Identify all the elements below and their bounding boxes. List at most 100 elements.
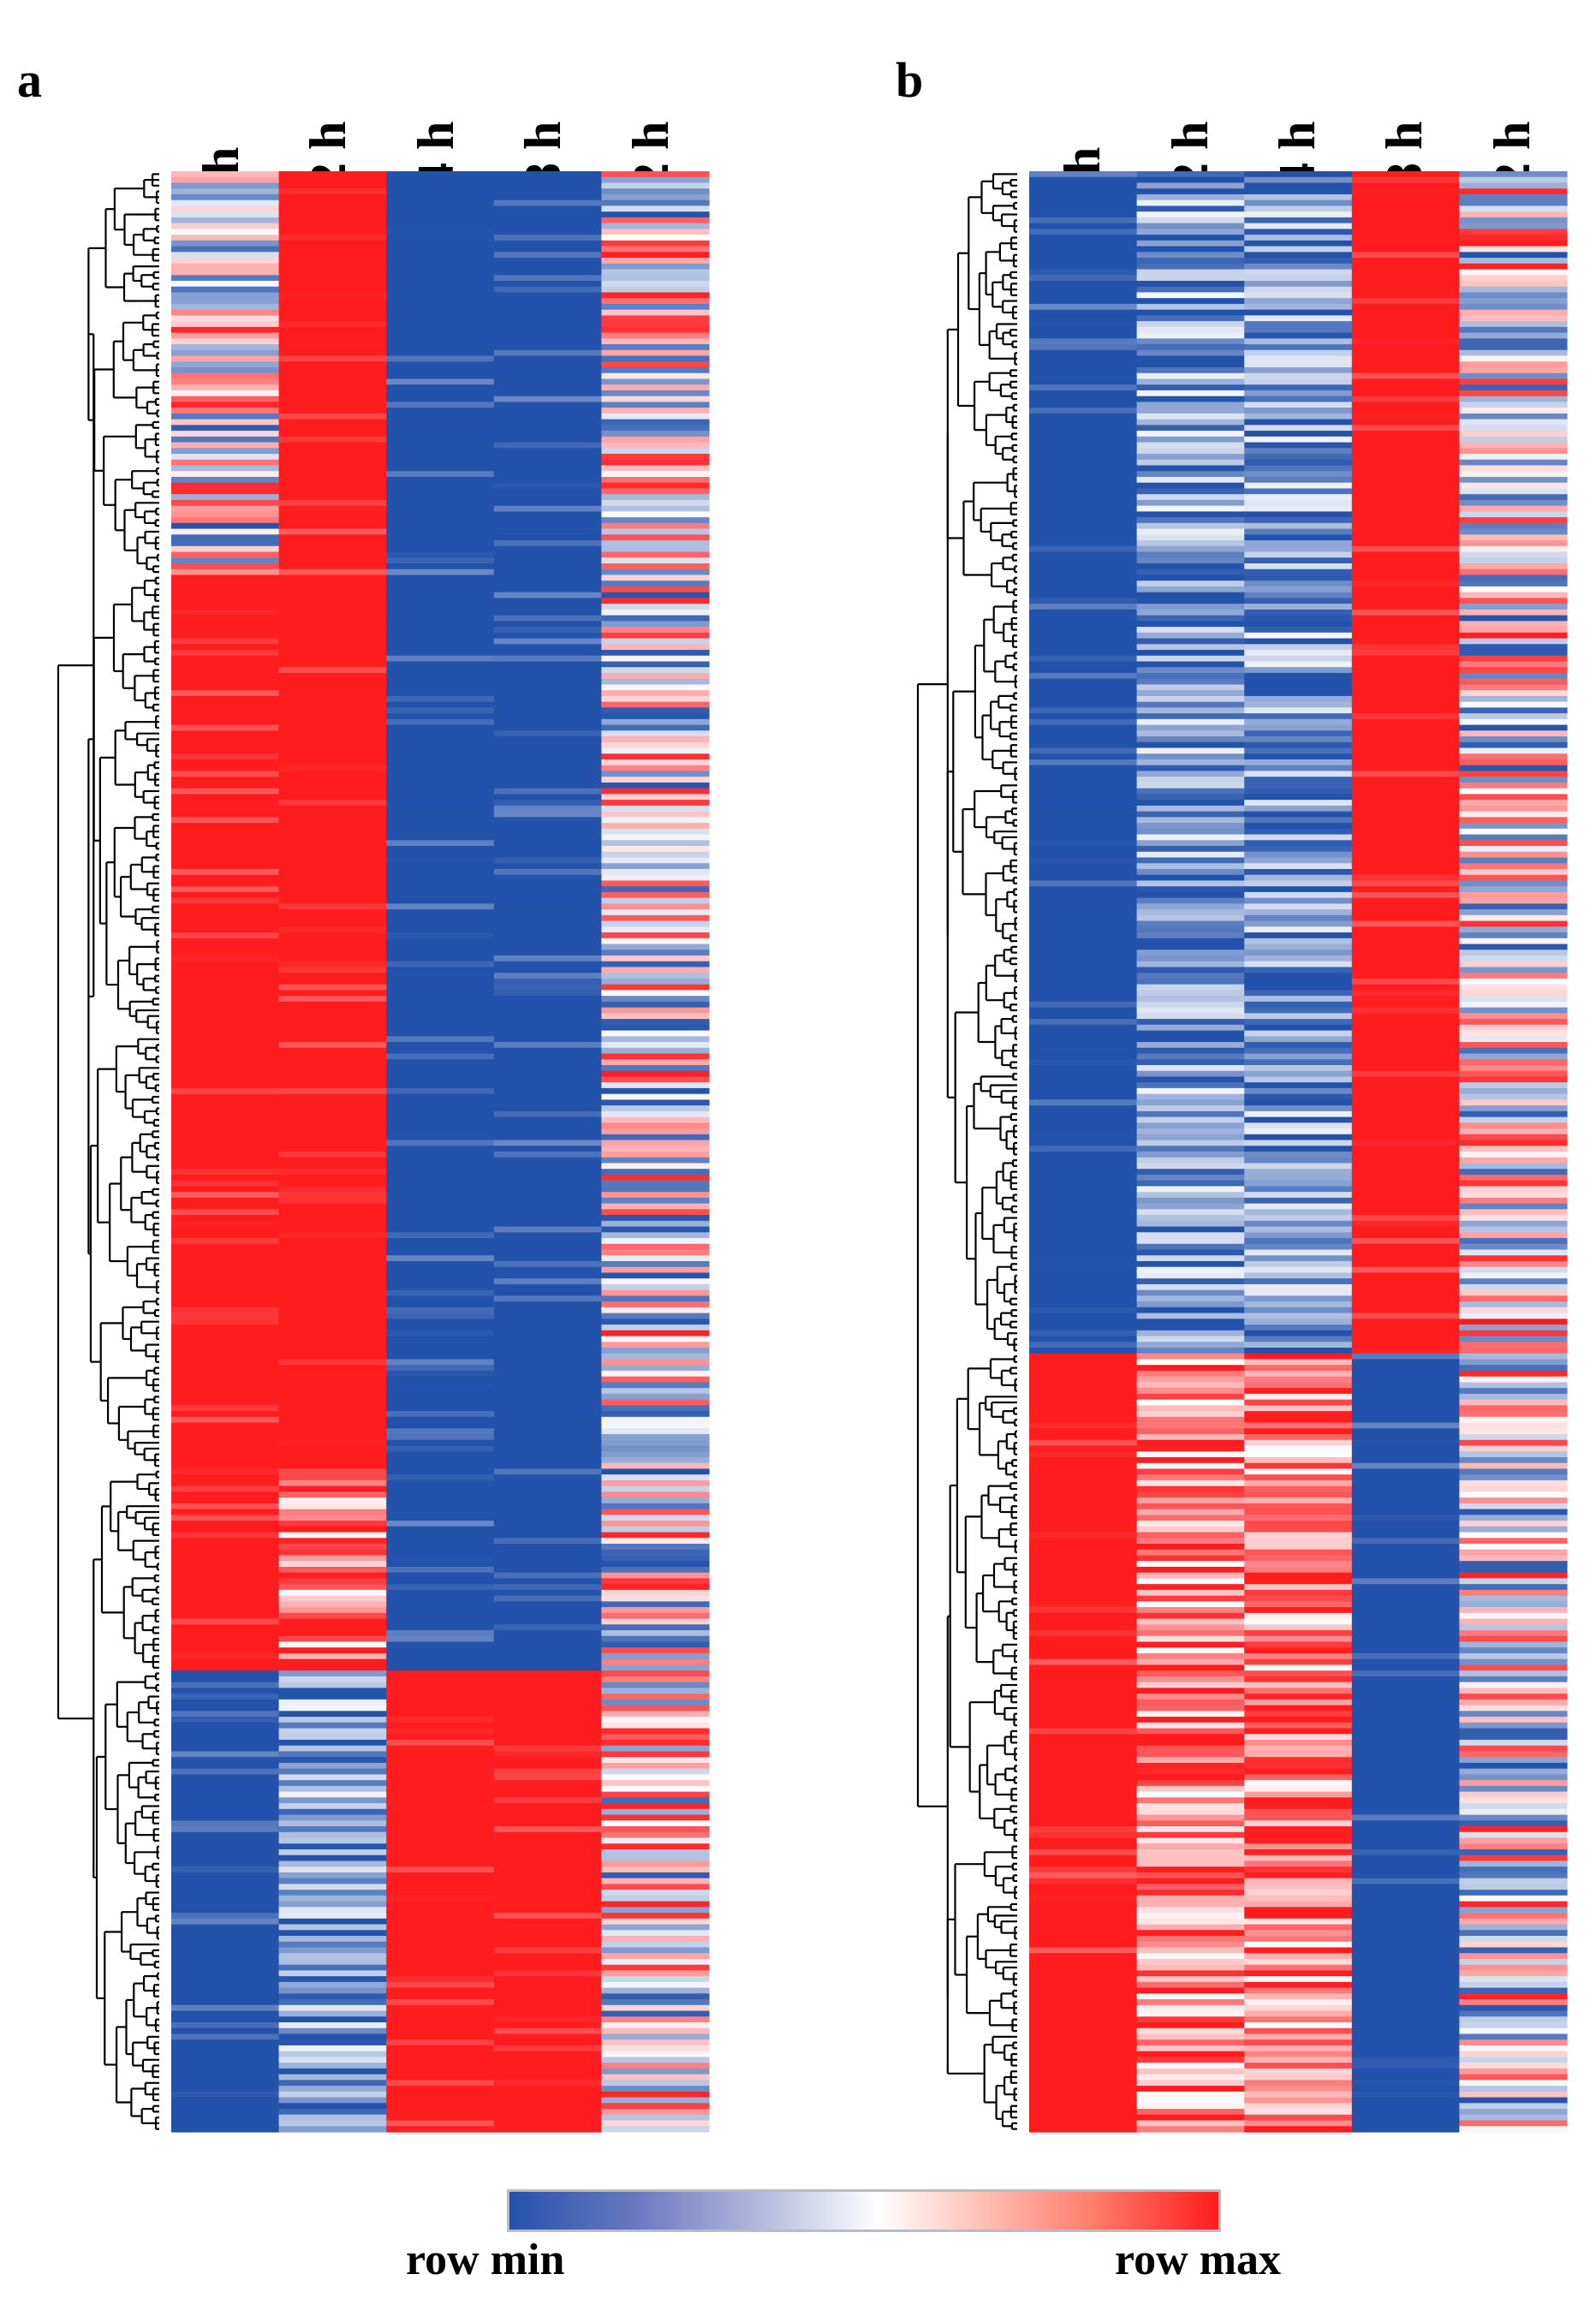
heatmap-cell — [493, 1872, 602, 1879]
heatmap-cell — [1136, 2126, 1245, 2133]
heatmap-cell — [1459, 1970, 1568, 1977]
heatmap-cell — [1136, 944, 1245, 950]
heatmap-cell — [171, 1612, 280, 1620]
heatmap-cell — [1244, 488, 1353, 495]
heatmap-cell — [1459, 736, 1568, 743]
heatmap-cell — [601, 1313, 710, 1319]
heatmap-cell — [493, 1561, 602, 1568]
heatmap-cell — [1136, 528, 1245, 535]
heatmap-cell — [1136, 897, 1245, 904]
heatmap-cell — [1351, 1797, 1460, 1804]
heatmap-cell — [493, 1976, 602, 1983]
heatmap-cell — [1459, 1572, 1568, 1580]
heatmap-cell — [278, 1197, 387, 1205]
heatmap-cell — [278, 592, 387, 599]
heatmap-cell — [278, 1140, 387, 1146]
heatmap-cell — [493, 1566, 602, 1574]
heatmap-cell — [1136, 1785, 1245, 1793]
heatmap-cell — [1351, 621, 1460, 628]
heatmap-cell — [1459, 1849, 1568, 1856]
heatmap-cell — [493, 1260, 602, 1268]
heatmap-cell — [386, 863, 495, 870]
heatmap-cell — [278, 1624, 387, 1631]
heatmap-cell — [1136, 1393, 1245, 1401]
heatmap-cell — [386, 1336, 495, 1342]
heatmap-cell — [171, 800, 280, 807]
heatmap-cell — [386, 1676, 495, 1683]
heatmap-cell — [493, 1814, 602, 1821]
heatmap-cell — [1029, 724, 1138, 731]
heatmap-cell — [1244, 563, 1353, 570]
heatmap-cell — [493, 1076, 602, 1083]
heatmap-cell — [493, 413, 602, 420]
heatmap-cell — [1459, 909, 1568, 916]
heatmap-cell — [493, 920, 602, 927]
heatmap-cell — [386, 2109, 495, 2116]
heatmap-cell — [1459, 419, 1568, 426]
heatmap-cell — [493, 2120, 602, 2127]
heatmap-cell — [493, 684, 602, 691]
heatmap-cell — [493, 1036, 602, 1043]
heatmap-cell — [1244, 759, 1353, 766]
heatmap-cell — [493, 880, 602, 887]
heatmap-cell — [1136, 1082, 1245, 1089]
heatmap-cell — [1459, 1808, 1568, 1816]
heatmap-cell — [493, 1197, 602, 1205]
heatmap-cell — [278, 1843, 387, 1850]
heatmap-cell — [1459, 1434, 1568, 1441]
heatmap-cell — [601, 367, 710, 374]
heatmap-cell — [1244, 494, 1353, 501]
heatmap-cell — [171, 2063, 280, 2069]
heatmap-cell — [1029, 1549, 1138, 1557]
heatmap-cell — [278, 684, 387, 691]
heatmap-cell — [1244, 741, 1353, 749]
heatmap-cell — [1244, 476, 1353, 484]
heatmap-cell — [1244, 1416, 1353, 1424]
heatmap-cell — [1459, 349, 1568, 357]
heatmap-cell — [493, 990, 602, 997]
heatmap-cell — [493, 1664, 602, 1671]
heatmap-cell — [171, 1630, 280, 1637]
heatmap-cell — [1029, 1544, 1138, 1551]
heatmap-cell — [1244, 511, 1353, 518]
heatmap-cell — [171, 286, 280, 294]
heatmap-cell — [493, 1647, 602, 1654]
heatmap-cell — [1136, 419, 1245, 426]
heatmap-cell — [278, 1936, 387, 1943]
heatmap-cell — [386, 1757, 495, 1764]
heatmap-cell — [601, 978, 710, 985]
heatmap-cell — [493, 1837, 602, 1844]
heatmap-cell — [1136, 788, 1245, 795]
heatmap-cell — [493, 695, 602, 703]
heatmap-cell — [1459, 217, 1568, 224]
heatmap-cell — [1459, 1278, 1568, 1285]
heatmap-cell — [1136, 240, 1245, 247]
heatmap-cell — [278, 1405, 387, 1412]
heatmap-cell — [1029, 448, 1138, 455]
heatmap-cell — [493, 1578, 602, 1585]
heatmap-cell — [1136, 1890, 1245, 1896]
heatmap-cell — [493, 1203, 602, 1210]
heatmap-cell — [601, 1024, 710, 1032]
heatmap-cell — [1136, 246, 1245, 253]
heatmap-cell — [278, 667, 387, 674]
heatmap-cell — [1136, 1134, 1245, 1141]
heatmap-cell — [1029, 1359, 1138, 1366]
heatmap-cell — [1459, 1831, 1568, 1839]
heatmap-cell — [1244, 1376, 1353, 1384]
heatmap-cell — [1244, 811, 1353, 818]
heatmap-cell — [1351, 759, 1460, 766]
heatmap-cell — [601, 1353, 710, 1360]
heatmap-cell — [1351, 1849, 1460, 1856]
heatmap-cell — [493, 1601, 602, 1608]
heatmap-cell — [278, 528, 387, 535]
heatmap-cell — [1351, 920, 1460, 927]
heatmap-cell — [1136, 505, 1245, 512]
heatmap-cell — [171, 1319, 280, 1325]
heatmap-cell — [171, 505, 280, 512]
heatmap-cell — [601, 286, 710, 294]
heatmap-cell — [278, 1878, 387, 1884]
heatmap-cell — [171, 1544, 280, 1551]
heatmap-cell — [386, 1624, 495, 1631]
heatmap-cell — [278, 459, 387, 467]
